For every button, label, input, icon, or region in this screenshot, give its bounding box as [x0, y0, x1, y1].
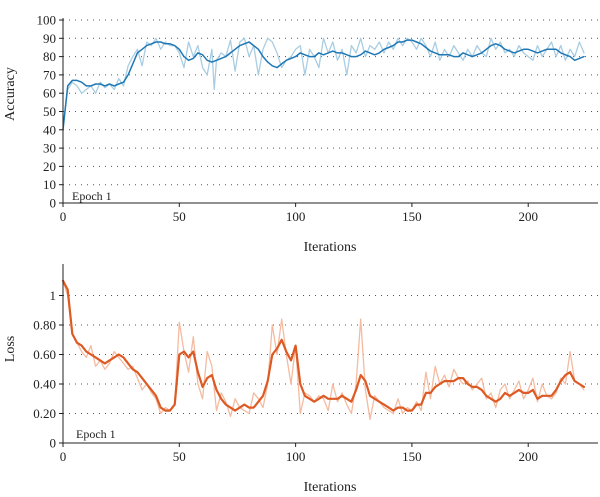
loss-smoothed-line: [61, 279, 586, 412]
accuracy-y-tick-label: 0: [50, 196, 57, 211]
accuracy-y-tick-label: 40: [43, 122, 56, 137]
accuracy-axes: [62, 18, 598, 204]
accuracy-x-tick-label: 200: [518, 209, 538, 224]
accuracy-ticks: 0 10 20 30 40 50 60 70 80 90 100 0 50 100 150 200: [37, 13, 538, 225]
accuracy-raw-series: [62, 37, 585, 127]
accuracy-y-tick-label: 50: [43, 104, 56, 119]
accuracy-y-tick-label: 80: [43, 49, 56, 64]
loss-y-tick-label: 0: [50, 436, 57, 451]
accuracy-smoothed-series: [62, 39, 585, 131]
accuracy-y-axis-title: Accuracy: [3, 67, 18, 121]
accuracy-y-tick-label: 70: [43, 67, 56, 82]
loss-panel: 0 0.20 0.40 0.60 0.80 1 0 50 100 150 200 Epoch 1 I…: [3, 264, 598, 495]
loss-x-tick-label: 150: [402, 449, 422, 464]
loss-y-tick-label: 0.20: [33, 406, 56, 421]
accuracy-y-tick-label: 60: [43, 86, 56, 101]
accuracy-x-tick-label: 50: [173, 209, 186, 224]
loss-x-axis-title: Iterations: [304, 480, 357, 495]
loss-raw-line: [62, 280, 585, 421]
accuracy-smoothed-line: [62, 39, 585, 131]
loss-epoch-annotation: Epoch 1: [76, 427, 116, 441]
accuracy-x-axis-title: Iterations: [304, 240, 357, 255]
loss-y-tick-label: 1: [50, 288, 57, 303]
accuracy-y-tick-label: 30: [43, 141, 56, 156]
accuracy-y-tick-label: 20: [43, 159, 56, 174]
accuracy-y-tick-label: 100: [37, 13, 57, 28]
loss-x-tick-label: 200: [518, 449, 538, 464]
accuracy-panel: 0 10 20 30 40 50 60 70 80 90 100 0 50 100 150 200 Epoch…: [3, 13, 598, 255]
loss-x-tick-label: 100: [286, 449, 306, 464]
loss-x-tick-label: 50: [173, 449, 186, 464]
loss-smoothed-series: [61, 279, 586, 412]
accuracy-x-tick-label: 0: [60, 209, 67, 224]
loss-y-axis-title: Loss: [3, 336, 18, 362]
accuracy-x-tick-label: 150: [402, 209, 422, 224]
loss-ticks: 0 0.20 0.40 0.60 0.80 1 0 50 100 150 200: [33, 288, 538, 464]
accuracy-y-tick-label: 10: [43, 177, 56, 192]
accuracy-y-tick-label: 90: [43, 31, 56, 46]
loss-y-tick-label: 0.60: [33, 347, 56, 362]
accuracy-raw-line: [62, 37, 585, 127]
loss-y-tick-label: 0.80: [33, 318, 56, 333]
loss-x-tick-label: 0: [60, 449, 67, 464]
loss-axes: [62, 264, 598, 444]
loss-raw-series: [62, 280, 585, 421]
accuracy-grid: [63, 19, 598, 186]
loss-y-tick-label: 0.40: [33, 377, 56, 392]
accuracy-x-tick-label: 100: [286, 209, 306, 224]
accuracy-epoch-annotation: Epoch 1: [72, 189, 112, 203]
